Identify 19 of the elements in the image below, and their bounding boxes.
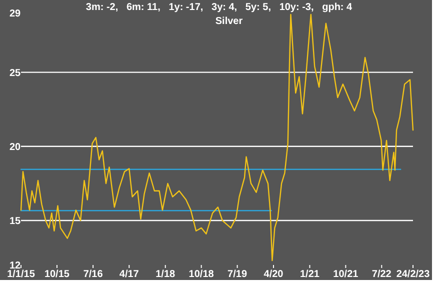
y-tick-label: 15 [9, 216, 21, 228]
x-tick-label: 10/15 [44, 269, 70, 280]
chart-title: Silver [215, 16, 243, 27]
y-tick-label: 20 [9, 142, 21, 153]
x-tick-label: 1/21 [300, 269, 320, 280]
y-tick-label: 29 [9, 8, 21, 20]
y-tick-label: 25 [9, 68, 21, 79]
x-tick-label: 1/1/15 [7, 269, 36, 280]
x-tick-label: 10/21 [333, 269, 359, 280]
x-tick-label: 4/20 [264, 269, 284, 280]
x-tick-label: 4/17 [119, 269, 140, 280]
line-series [20, 14, 414, 262]
x-tick-label: 7/19 [228, 269, 248, 280]
x-tick-label: 1/18 [156, 269, 176, 280]
text: 3m: -2, 6m: 11, 1y: -17, 3y: 4, 5y: 5, 10y: -3, gph: 4 [86, 2, 353, 13]
x-tick-label: 24/2/23 [396, 269, 430, 280]
x-tick-label: 7/22 [372, 269, 392, 280]
x-tick-label: 10/18 [188, 269, 214, 280]
x-tick-label: 7/16 [83, 269, 104, 280]
